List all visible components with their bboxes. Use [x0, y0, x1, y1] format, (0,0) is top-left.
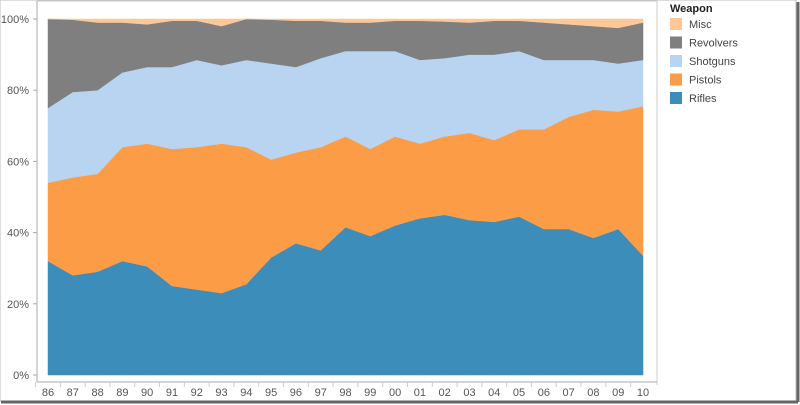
x-tick-label: 10	[637, 387, 649, 399]
x-tick-label: 05	[513, 387, 525, 399]
legend-label: Rifles	[689, 93, 717, 105]
legend-swatch	[670, 18, 682, 30]
y-tick-label: 100%	[1, 14, 29, 26]
y-tick-label: 60%	[7, 156, 29, 168]
x-tick-label: 07	[563, 387, 575, 399]
area-misc[interactable]	[47, 18, 644, 29]
x-tick-label: 90	[141, 387, 153, 399]
legend-label: Pistols	[689, 75, 722, 87]
x-tick-label: 95	[265, 387, 277, 399]
x-tick-label: 06	[538, 387, 550, 399]
x-tick-label: 88	[91, 387, 103, 399]
legend-swatch	[670, 73, 682, 86]
x-tick-label: 03	[463, 387, 475, 399]
x-tick-label: 98	[339, 387, 351, 399]
x-tick-label: 01	[414, 387, 426, 399]
legend-title: Weapon	[670, 3, 713, 15]
x-tick-label: 94	[240, 387, 252, 399]
x-tick-label: 87	[67, 387, 79, 399]
areas	[47, 18, 644, 376]
x-tick-label: 96	[290, 387, 302, 399]
x-axis-ticks: 86 87 88 89 90 91 92 93 94 95 96 97 98 99 00 01 02 03 04 05…	[35, 382, 649, 399]
x-tick-label: 93	[215, 387, 227, 399]
x-tick-label: 86	[42, 387, 54, 399]
x-tick-label: 02	[439, 387, 451, 399]
x-tick-label: 97	[315, 387, 327, 399]
y-tick-label: 20%	[7, 299, 29, 311]
x-tick-label: 00	[389, 387, 401, 399]
x-tick-label: 99	[364, 387, 376, 399]
y-axis-ticks: 0% 20% 40% 60% 80% 100%	[1, 14, 37, 382]
legend-item-rifles[interactable]: Rifles	[670, 92, 717, 105]
legend-item-revolvers[interactable]: Revolvers	[670, 36, 738, 50]
legend-item-pistols[interactable]: Pistols	[670, 73, 722, 87]
legend-swatch	[670, 92, 682, 104]
legend-label: Shotguns	[689, 56, 736, 68]
legend-label: Revolvers	[689, 38, 738, 50]
legend-label: Misc	[689, 19, 712, 31]
x-tick-label: 08	[587, 387, 599, 399]
y-tick-label: 80%	[7, 85, 29, 97]
legend: Weapon Misc Revolvers Shotguns Pistols Rifle…	[670, 3, 738, 105]
x-tick-label: 09	[612, 387, 624, 399]
legend-item-shotguns[interactable]: Shotguns	[670, 55, 736, 68]
x-tick-label: 91	[166, 387, 178, 399]
y-tick-label: 0%	[13, 370, 29, 382]
legend-item-misc[interactable]: Misc	[670, 18, 712, 31]
y-tick-label: 40%	[7, 228, 29, 240]
x-tick-label: 04	[488, 387, 500, 399]
legend-swatch	[670, 55, 682, 67]
x-tick-label: 89	[116, 387, 128, 399]
x-tick-label: 92	[191, 387, 203, 399]
legend-swatch	[670, 36, 682, 49]
